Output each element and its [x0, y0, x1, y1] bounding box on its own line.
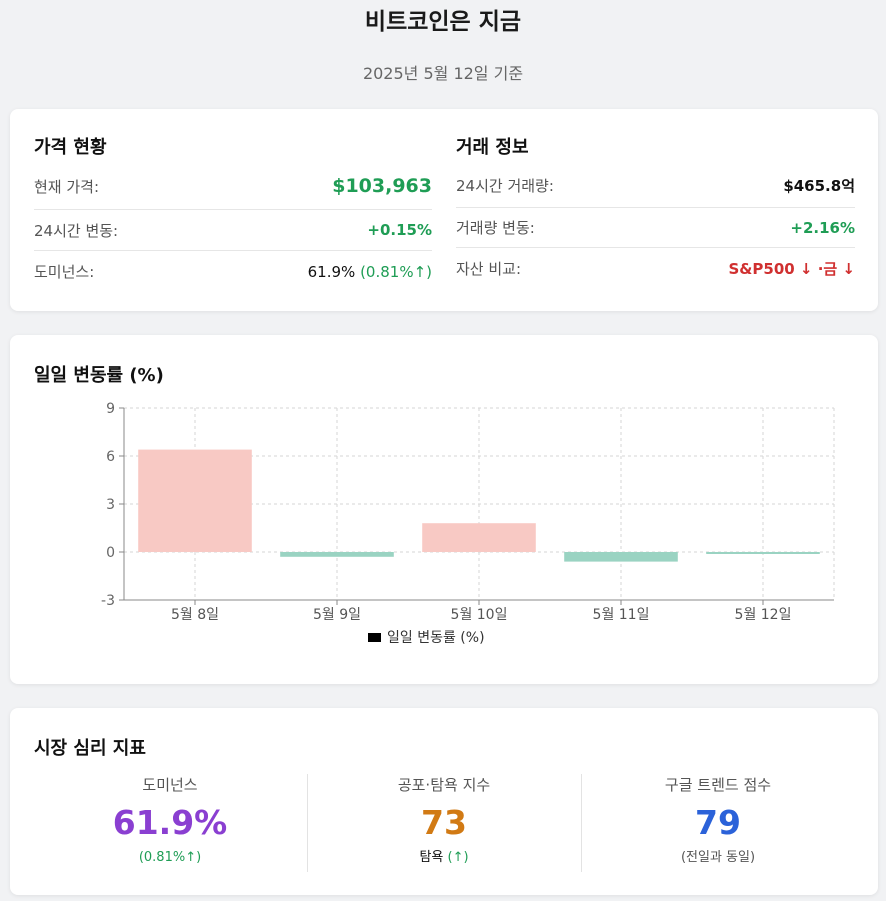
legend-label: 일일 변동률 (%): [387, 630, 485, 646]
x-tick-label: 5월 8일: [171, 607, 219, 623]
volume-24h-label: 24시간 거래량:: [456, 176, 554, 195]
dominance-value: 61.9%: [307, 262, 356, 281]
asset-compare-row: 자산 비교: S&P500 ↓ ·금 ↓: [456, 248, 855, 288]
sentiment-fear-greed-state: 탐욕: [419, 850, 444, 865]
volume-24h-row: 24시간 거래량: $465.8억: [456, 163, 855, 208]
dominance-value-group: 61.9% (0.81%↑): [308, 263, 432, 281]
chart-card: 일일 변동률 (%) -3 0 3 6 9 5월 8일 5월 9일 5월 10일 5월 11일 5…: [10, 335, 878, 684]
sentiment-dominance-label: 도미넌스: [142, 776, 198, 794]
bar-2: [280, 552, 394, 557]
sentiment-fear-greed-trend: (↑): [447, 850, 469, 865]
sentiment-google-trends: 구글 트렌드 점수 79 (전일과 동일): [582, 774, 854, 868]
dominance-label: 도미넌스:: [34, 263, 95, 281]
change-24h-label: 24시간 변동:: [34, 221, 119, 240]
sentiment-fear-greed-value: 73: [421, 803, 467, 842]
volume-change-value: +2.16%: [790, 218, 855, 237]
sentiment-fear-greed: 공포·탐욕 지수 73 탐욕 (↑): [308, 774, 580, 868]
x-tick-label: 5월 12일: [735, 607, 792, 623]
y-tick-label: 0: [106, 545, 115, 561]
change-24h-row: 24시간 변동: +0.15%: [34, 210, 432, 251]
price-status-section: 가격 현황 현재 가격: $103,963 24시간 변동: +0.15% 도미…: [34, 133, 432, 292]
sentiment-google-trends-value: 79: [695, 803, 741, 842]
volume-change-label: 거래량 변동:: [456, 219, 535, 237]
x-tick-label: 5월 11일: [593, 607, 650, 623]
info-card: 가격 현황 현재 가격: $103,963 24시간 변동: +0.15% 도미…: [10, 109, 878, 311]
y-tick-label: -3: [101, 593, 115, 609]
current-price-row: 현재 가격: $103,963: [34, 163, 432, 210]
dominance-row: 도미넌스: 61.9% (0.81%↑): [34, 251, 432, 292]
y-tick-label: 6: [106, 449, 115, 465]
chart-title: 일일 변동률 (%): [34, 365, 164, 386]
page-subtitle: 2025년 5월 12일 기준: [362, 64, 524, 83]
bar-3: [422, 523, 536, 552]
current-price-label: 현재 가격:: [34, 177, 100, 196]
sentiment-divider: [581, 774, 582, 872]
trade-info-section: 거래 정보 24시간 거래량: $465.8억 거래량 변동: +2.16% 자…: [456, 133, 855, 288]
trade-info-title: 거래 정보: [456, 137, 529, 158]
change-24h-value: +0.15%: [367, 221, 432, 239]
sentiment-fear-greed-label: 공포·탐욕 지수: [397, 776, 491, 794]
volume-change-row: 거래량 변동: +2.16%: [456, 208, 855, 248]
dominance-change: (0.81%↑): [360, 262, 432, 281]
current-price-value: $103,963: [332, 175, 432, 197]
sentiment-dominance-value: 61.9%: [112, 803, 228, 842]
sentiment-fear-greed-note: 탐욕 (↑): [308, 846, 580, 868]
sentiment-card: 시장 심리 지표 도미넌스 61.9% (0.81%↑) 공포·탐욕 지수 73…: [10, 708, 878, 895]
volume-24h-value: $465.8억: [783, 176, 855, 195]
bar-5: [706, 552, 820, 554]
x-tick-label: 5월 10일: [451, 607, 508, 623]
asset-compare-label: 자산 비교:: [456, 259, 522, 278]
price-status-title: 가격 현황: [34, 137, 107, 158]
bar-4: [564, 552, 678, 562]
x-tick-label: 5월 9일: [313, 607, 361, 623]
page-title: 비트코인은 지금: [364, 9, 522, 35]
sentiment-dominance-note: (0.81%↑): [138, 850, 202, 865]
y-tick-label: 3: [106, 497, 115, 513]
sentiment-dominance: 도미넌스 61.9% (0.81%↑): [34, 774, 306, 868]
y-tick-label: 9: [106, 401, 115, 417]
sentiment-divider: [307, 774, 308, 872]
sentiment-google-trends-note: (전일과 동일): [680, 850, 756, 865]
asset-compare-value: S&P500 ↓ ·금 ↓: [728, 259, 856, 278]
sentiment-title: 시장 심리 지표: [34, 738, 146, 759]
sentiment-google-trends-label: 구글 트렌드 점수: [664, 776, 772, 794]
legend-swatch: [368, 633, 381, 642]
bar-1: [138, 449, 252, 552]
